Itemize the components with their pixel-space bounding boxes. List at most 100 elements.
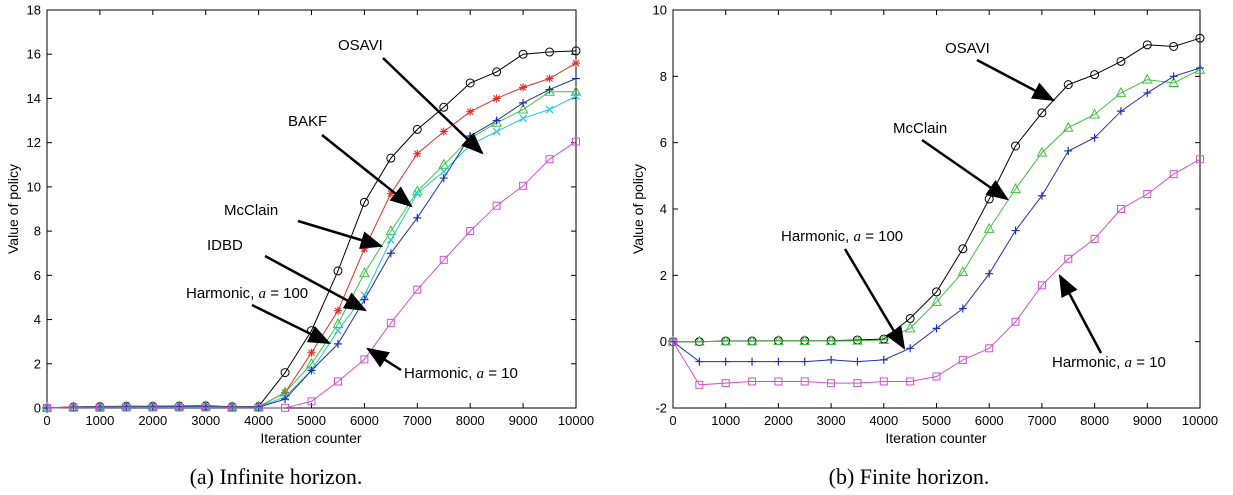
data-point (853, 357, 862, 366)
x-tick-label: 0 (43, 413, 50, 428)
annotation-harmonic-a100: Harmonic, a = 100 (186, 285, 332, 345)
data-point (1064, 146, 1073, 155)
data-point (570, 85, 582, 96)
annotation-arrow (1058, 274, 1103, 354)
data-point (1196, 64, 1204, 73)
x-tick-label: 4000 (244, 413, 273, 428)
data-point (492, 201, 501, 210)
annotation-arrow (264, 254, 367, 312)
data-point (1037, 191, 1046, 200)
data-point (1064, 254, 1073, 263)
series-layer (667, 33, 1206, 389)
x-axis: 0 1000 2000 3000 4000 5000 6000 7000 8000 9000 100… (43, 10, 594, 428)
data-point (386, 153, 396, 163)
annotation-harmonic-a10: Harmonic, a = 10 (366, 347, 518, 382)
data-point (1090, 234, 1099, 243)
data-point (439, 127, 448, 136)
x-tick-label: 5000 (922, 413, 951, 428)
data-point (466, 227, 475, 236)
data-point (438, 158, 450, 169)
data-point (720, 335, 732, 346)
annotation-osavi: OSAVI (945, 40, 1055, 102)
data-point (695, 380, 704, 389)
data-point (958, 244, 968, 254)
data-point (333, 266, 343, 276)
data-point (148, 403, 157, 412)
y-axis-label: Value of policy (630, 164, 646, 254)
annotation-arrow (321, 134, 413, 208)
data-point (334, 326, 342, 335)
data-point (333, 306, 342, 315)
chart-finite-horizon: 0 1000 2000 3000 4000 5000 6000 7000 8000 9000 100… (630, 3, 1218, 490)
data-point (517, 103, 529, 114)
data-point (545, 85, 554, 94)
y-tick-label: 18 (27, 3, 41, 18)
annotation-idbd: IDBD (207, 237, 367, 312)
data-point (439, 255, 448, 264)
data-point (545, 47, 555, 57)
data-point (307, 397, 316, 406)
data-point (466, 107, 475, 116)
data-point (254, 403, 263, 412)
annotation-bakf: BAKF (288, 113, 413, 208)
data-point (1062, 121, 1074, 132)
caption: (a) Infinite horizon. (190, 464, 363, 489)
data-point (545, 74, 554, 83)
data-point (1142, 40, 1152, 50)
x-tick-label: 10000 (1182, 413, 1218, 428)
data-point (1169, 72, 1178, 81)
data-point (904, 322, 916, 333)
data-point (669, 337, 677, 346)
data-point (1090, 70, 1100, 80)
data-point (1036, 146, 1048, 157)
data-point (1011, 141, 1021, 151)
data-point (333, 377, 342, 386)
x-tick-label: 8000 (1080, 413, 1109, 428)
y-tick-label: 16 (27, 47, 41, 62)
annotation-label: McClain (224, 202, 278, 219)
data-point (800, 357, 809, 366)
data-point (1116, 56, 1126, 66)
data-point (748, 357, 757, 366)
series-line (46, 141, 577, 409)
data-point (492, 94, 501, 103)
annotation-label: Harmonic, a = 100 (186, 285, 308, 302)
annotation-label: OSAVI (338, 37, 383, 54)
data-point (413, 285, 422, 294)
x-axis: 0 1000 2000 3000 4000 5000 6000 7000 8000 9000 100… (669, 10, 1218, 428)
data-point (360, 244, 369, 253)
data-point (800, 377, 809, 386)
series (43, 137, 580, 412)
annotation-arrow (843, 248, 906, 350)
data-point (1196, 155, 1204, 164)
data-point (359, 197, 369, 207)
data-point (932, 324, 941, 333)
data-point (853, 379, 862, 388)
x-axis-label: Iteration counter (260, 430, 362, 446)
annotation-label: Harmonic, a = 100 (781, 228, 903, 245)
x-tick-label: 10000 (558, 413, 594, 428)
y-tick-label: 0 (34, 401, 41, 416)
annotation-arrow (921, 138, 1009, 201)
data-point (545, 155, 554, 164)
annotation-label: OSAVI (945, 40, 990, 57)
annotation-arrow (382, 57, 484, 155)
y-axis-label: Value of policy (5, 164, 21, 254)
data-point (439, 174, 448, 183)
data-point (201, 403, 210, 412)
annotation-arrow (251, 303, 332, 345)
data-point (1115, 86, 1127, 97)
series-line (672, 158, 1201, 386)
data-point (69, 403, 78, 412)
data-point (332, 317, 344, 328)
data-point (280, 368, 290, 378)
y-tick-label: 0 (660, 334, 667, 349)
x-tick-label: 8000 (456, 413, 485, 428)
data-point (773, 334, 784, 346)
data-point (879, 355, 888, 364)
data-point (1011, 226, 1020, 235)
y-tick-label: 4 (34, 312, 41, 327)
data-point (281, 395, 290, 404)
x-tick-label: 3000 (817, 413, 846, 428)
